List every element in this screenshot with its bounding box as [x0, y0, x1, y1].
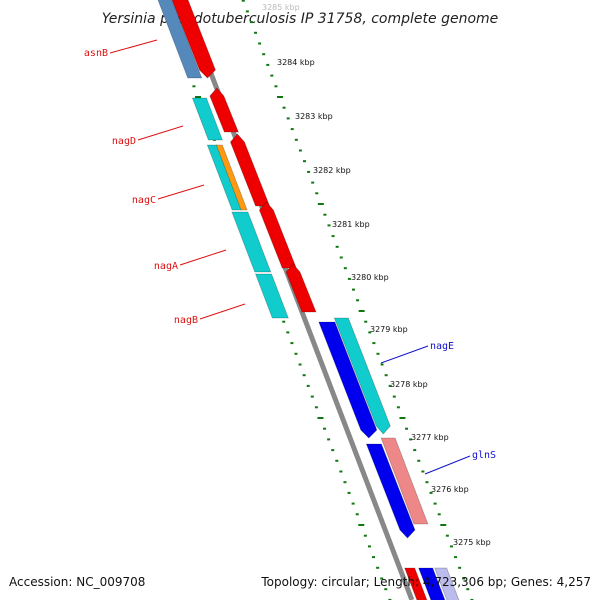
- ruler-label: 3283 kbp: [295, 112, 333, 121]
- cds-reverse: [285, 263, 317, 313]
- gene-nagA-block: [231, 211, 272, 273]
- gene-leader-line: [157, 184, 205, 200]
- ruler-label: 3275 kbp: [453, 538, 491, 547]
- gene-leader-line: [380, 345, 429, 364]
- gene-nagB-block: [254, 273, 289, 319]
- cds-forward: [418, 567, 446, 600]
- cds-reverse: [229, 133, 271, 207]
- gene-label-nagA[interactable]: nagA: [154, 261, 178, 272]
- ruler-label: 3285 kbp: [262, 3, 300, 12]
- ruler-label: 3277 kbp: [411, 433, 449, 442]
- cds-forward: [318, 321, 378, 439]
- accession-text: Accession: NC_009708: [9, 575, 146, 589]
- cds-reverse: [258, 201, 297, 269]
- gene-label-nagE[interactable]: nagE: [430, 341, 454, 352]
- gene-nagC-block: [215, 144, 248, 211]
- gene-label-nagD[interactable]: nagD: [112, 136, 136, 147]
- gene-leader-line: [424, 455, 471, 475]
- gene-label-glnS[interactable]: glnS: [472, 450, 496, 461]
- cds-reverse: [404, 567, 428, 600]
- gene-leader-line: [109, 39, 158, 54]
- gene-nagD-block: [191, 97, 223, 141]
- gene-partial-block: [434, 567, 460, 600]
- cds-reverse: [171, 0, 216, 79]
- gene-leader-line: [199, 303, 246, 320]
- gene-label-asnB[interactable]: asnB: [84, 48, 108, 59]
- gene-asnB-block: [157, 0, 203, 79]
- ruler-label: 3276 kbp: [431, 485, 469, 494]
- genome-summary-text: Topology: circular; Length: 4,723,306 bp…: [261, 575, 591, 589]
- cds-forward: [365, 443, 416, 539]
- ruler-label: 3279 kbp: [370, 325, 408, 334]
- gene-glnS-block: [380, 437, 429, 525]
- ruler-label: 3280 kbp: [351, 273, 389, 282]
- gene-nagE-block: [333, 317, 391, 435]
- ruler-label: 3278 kbp: [390, 380, 428, 389]
- gene-leader-line: [179, 249, 227, 266]
- genome-tracks: [157, 0, 474, 600]
- gene-label-nagC[interactable]: nagC: [132, 195, 156, 206]
- map-title: Yersinia pseudotuberculosis IP 31758, co…: [102, 11, 499, 27]
- ruler-label: 3284 kbp: [277, 58, 315, 67]
- ruler-labels: 3285 kbp 3284 kbp 3283 kbp 3282 kbp 3281…: [262, 3, 491, 547]
- ruler-label: 3281 kbp: [332, 220, 370, 229]
- cds-reverse: [209, 87, 239, 133]
- gene-leader-line: [137, 125, 184, 141]
- gene-labels: asnB nagD nagC nagA nagB nagE glnS: [84, 39, 496, 475]
- gene-label-nagB[interactable]: nagB: [174, 315, 198, 326]
- ruler-label: 3282 kbp: [313, 166, 351, 175]
